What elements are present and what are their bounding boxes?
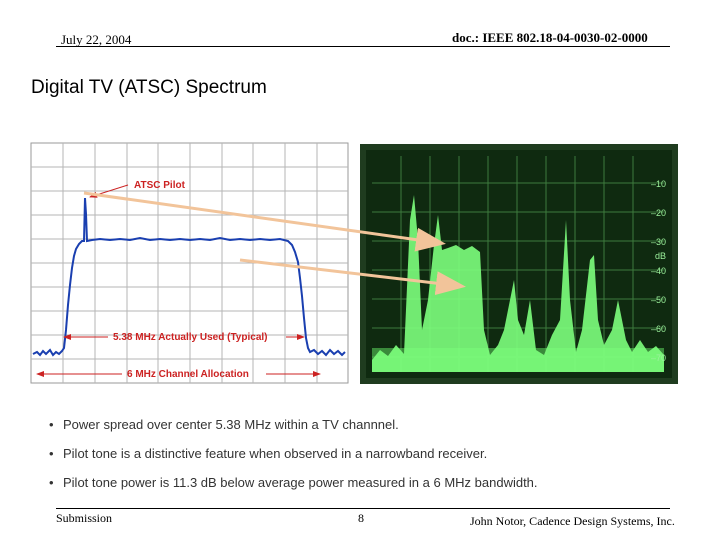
scope-scale-label: –20 [651,208,666,218]
header-doc-id: doc.: IEEE 802.18-04-0030-02-0000 [452,30,648,45]
page-number: 8 [358,511,364,525]
signal-arrow [239,258,466,296]
header-date: July 22, 2004 [61,32,132,47]
scope-scale-label: –30 [651,237,666,247]
spectrum-trace [32,197,346,357]
scope-scale-label: –60 [651,324,666,334]
bullet-text: Pilot tone is a distinctive feature when… [63,446,488,461]
scope-photo: –10 –20 –30 dB –40 –50 –60 –70 [360,144,678,384]
scope-scale-label: –40 [651,266,666,276]
footer-submission: Submission [56,511,113,525]
header-divider [56,46,670,47]
bullet-list: • Power spread over center 5.38 MHz withi… [49,417,538,504]
channel-allocation-label: 6 MHz Channel Allocation [127,369,249,380]
scope-scale-label: –50 [651,295,666,305]
slide-title: Digital TV (ATSC) Spectrum [31,77,267,98]
footer-author: John Notor, Cadence Design Systems, Inc. [470,514,675,528]
bullet-text: Power spread over center 5.38 MHz within… [63,417,399,432]
bullet-text: Pilot tone power is 11.3 dB below averag… [63,475,538,490]
list-item: • Power spread over center 5.38 MHz withi… [49,417,538,446]
list-item: • Pilot tone power is 11.3 dB below avera… [49,475,538,504]
left-spectrum-plot: ATSC Pilot 5.38 MHz Actually Used (Typic… [30,142,349,384]
list-item: • Pilot tone is a distinctive feature whe… [49,446,538,475]
used-bandwidth-label: 5.38 MHz Actually Used (Typical) [113,332,268,343]
footer-divider [56,508,670,509]
bullet-dot: • [49,475,54,490]
scope-scale-label: –10 [651,179,666,189]
pilot-arrow [83,191,446,252]
scope-scale-label: dB [655,251,666,261]
scope-scale-label: –70 [651,353,666,363]
scope-scale: –10 –20 –30 dB –40 –50 –60 –70 [651,179,666,363]
left-plot-grid [31,143,348,383]
bullet-dot: • [49,417,54,432]
bullet-dot: • [49,446,54,461]
pilot-label: ATSC Pilot [134,180,186,191]
scope-trace [372,195,664,372]
